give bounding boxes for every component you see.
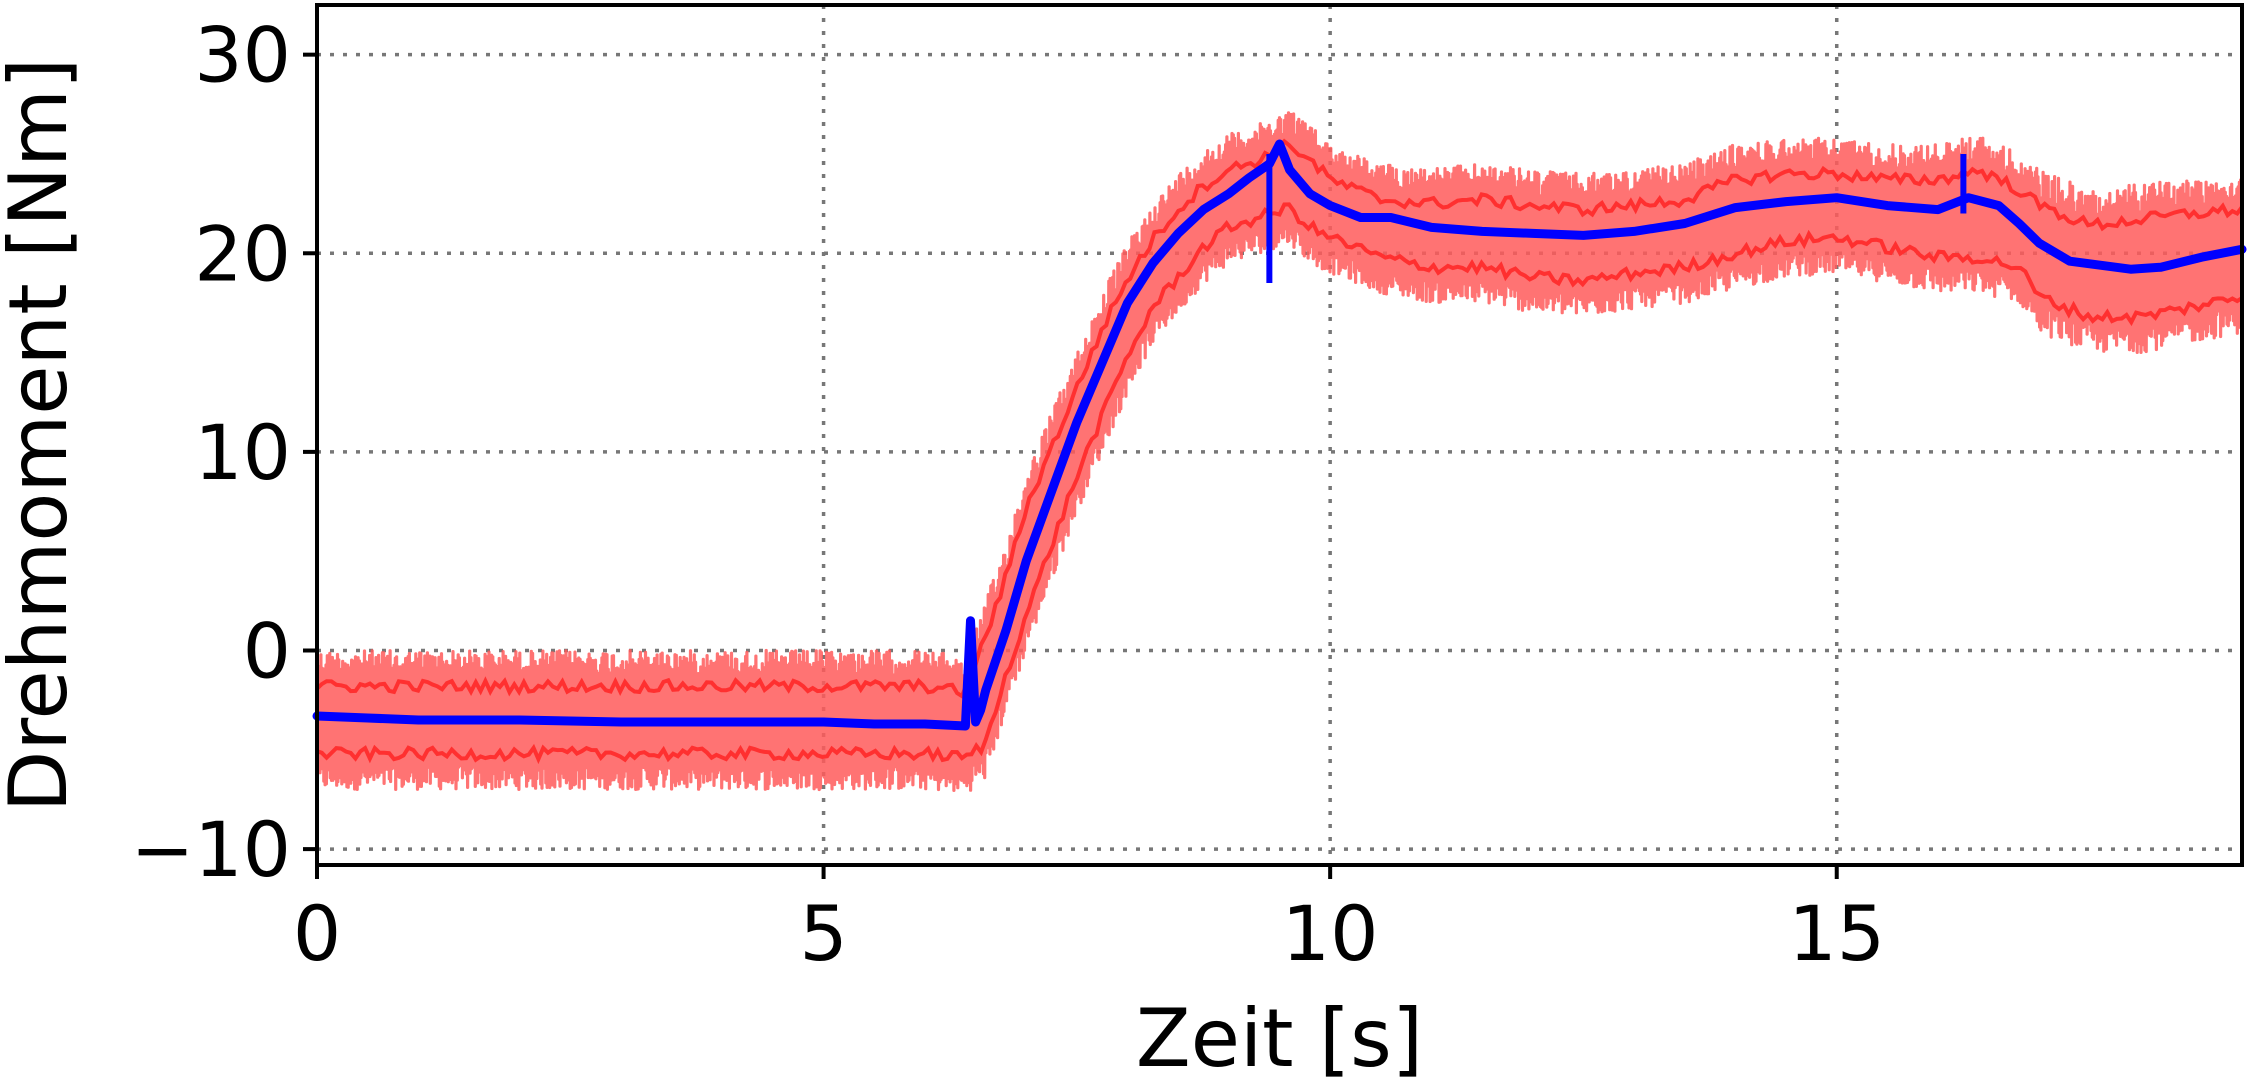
y-tick-label-2: 10 bbox=[194, 408, 291, 497]
x-tick-label-0: 0 bbox=[293, 889, 341, 978]
plot-frame bbox=[315, 3, 2244, 867]
band-lower-line bbox=[316, 202, 2244, 765]
y-axis-label: Drehmoment [Nm] bbox=[0, 58, 85, 812]
x-axis-label: Zeit [s] bbox=[1136, 992, 1423, 1085]
x-tick-label-1: 5 bbox=[799, 889, 847, 978]
y-tick-label-0: −10 bbox=[131, 805, 291, 894]
x-tick-label-2: 10 bbox=[1282, 889, 1379, 978]
y-tick-label-3: 20 bbox=[194, 209, 291, 298]
y-tick-label-1: 0 bbox=[243, 606, 291, 695]
x-tick-label-3: 15 bbox=[1788, 889, 1885, 978]
band-oscillation bbox=[315, 111, 2244, 792]
grid-lines bbox=[317, 5, 2242, 865]
y-tick-label-4: 30 bbox=[194, 11, 291, 100]
mean-line bbox=[312, 139, 2247, 731]
mean-series bbox=[312, 139, 2247, 731]
